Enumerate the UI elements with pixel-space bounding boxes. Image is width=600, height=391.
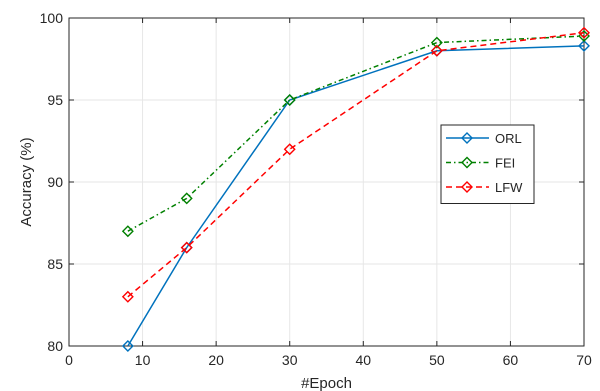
y-tick-label: 80 <box>47 338 63 354</box>
x-tick-label: 40 <box>355 352 371 368</box>
y-tick-label: 85 <box>47 256 63 272</box>
data-point-orl <box>578 39 590 52</box>
x-tick-label: 70 <box>576 352 592 368</box>
legend-marker-orl <box>461 132 473 144</box>
legend-label-fei: FEI <box>495 156 515 171</box>
series-line-lfw <box>127 32 585 298</box>
x-tick-label: 20 <box>208 352 224 368</box>
series-layer <box>121 26 590 352</box>
series-lfw <box>121 26 590 303</box>
legend-label-lfw: LFW <box>495 180 523 195</box>
legend-marker-fei <box>461 156 473 169</box>
y-axis-label: Accuracy (%) <box>18 137 35 226</box>
data-point-lfw <box>430 44 443 57</box>
data-point-fei <box>180 192 193 205</box>
legend: ORL FEI LFW <box>440 124 535 204</box>
x-tick-label: 10 <box>135 352 151 368</box>
x-axis-label: #Epoch <box>301 375 352 391</box>
data-point-lfw <box>121 290 134 303</box>
legend-marker-lfw <box>461 181 473 193</box>
data-point-lfw <box>578 26 590 39</box>
series-line-orl <box>127 45 585 347</box>
data-point-lfw <box>180 241 193 254</box>
data-point-fei <box>430 36 443 49</box>
data-point-lfw <box>283 143 296 156</box>
axis-ticks: 0 10 20 30 40 50 60 70 80 85 90 95 100 <box>40 10 592 368</box>
x-tick-label: 30 <box>282 352 298 368</box>
data-point-orl <box>121 340 134 352</box>
x-tick-label: 50 <box>429 352 445 368</box>
data-point-fei <box>121 225 134 238</box>
y-tick-label: 90 <box>47 174 63 190</box>
x-tick-label: 0 <box>65 352 73 368</box>
y-tick-label: 100 <box>40 10 64 26</box>
x-tick-label: 60 <box>503 352 519 368</box>
data-point-fei <box>283 94 296 106</box>
y-tick-label: 95 <box>47 92 63 108</box>
legend-label-orl: ORL <box>495 131 522 146</box>
series-line-fei <box>127 35 585 232</box>
